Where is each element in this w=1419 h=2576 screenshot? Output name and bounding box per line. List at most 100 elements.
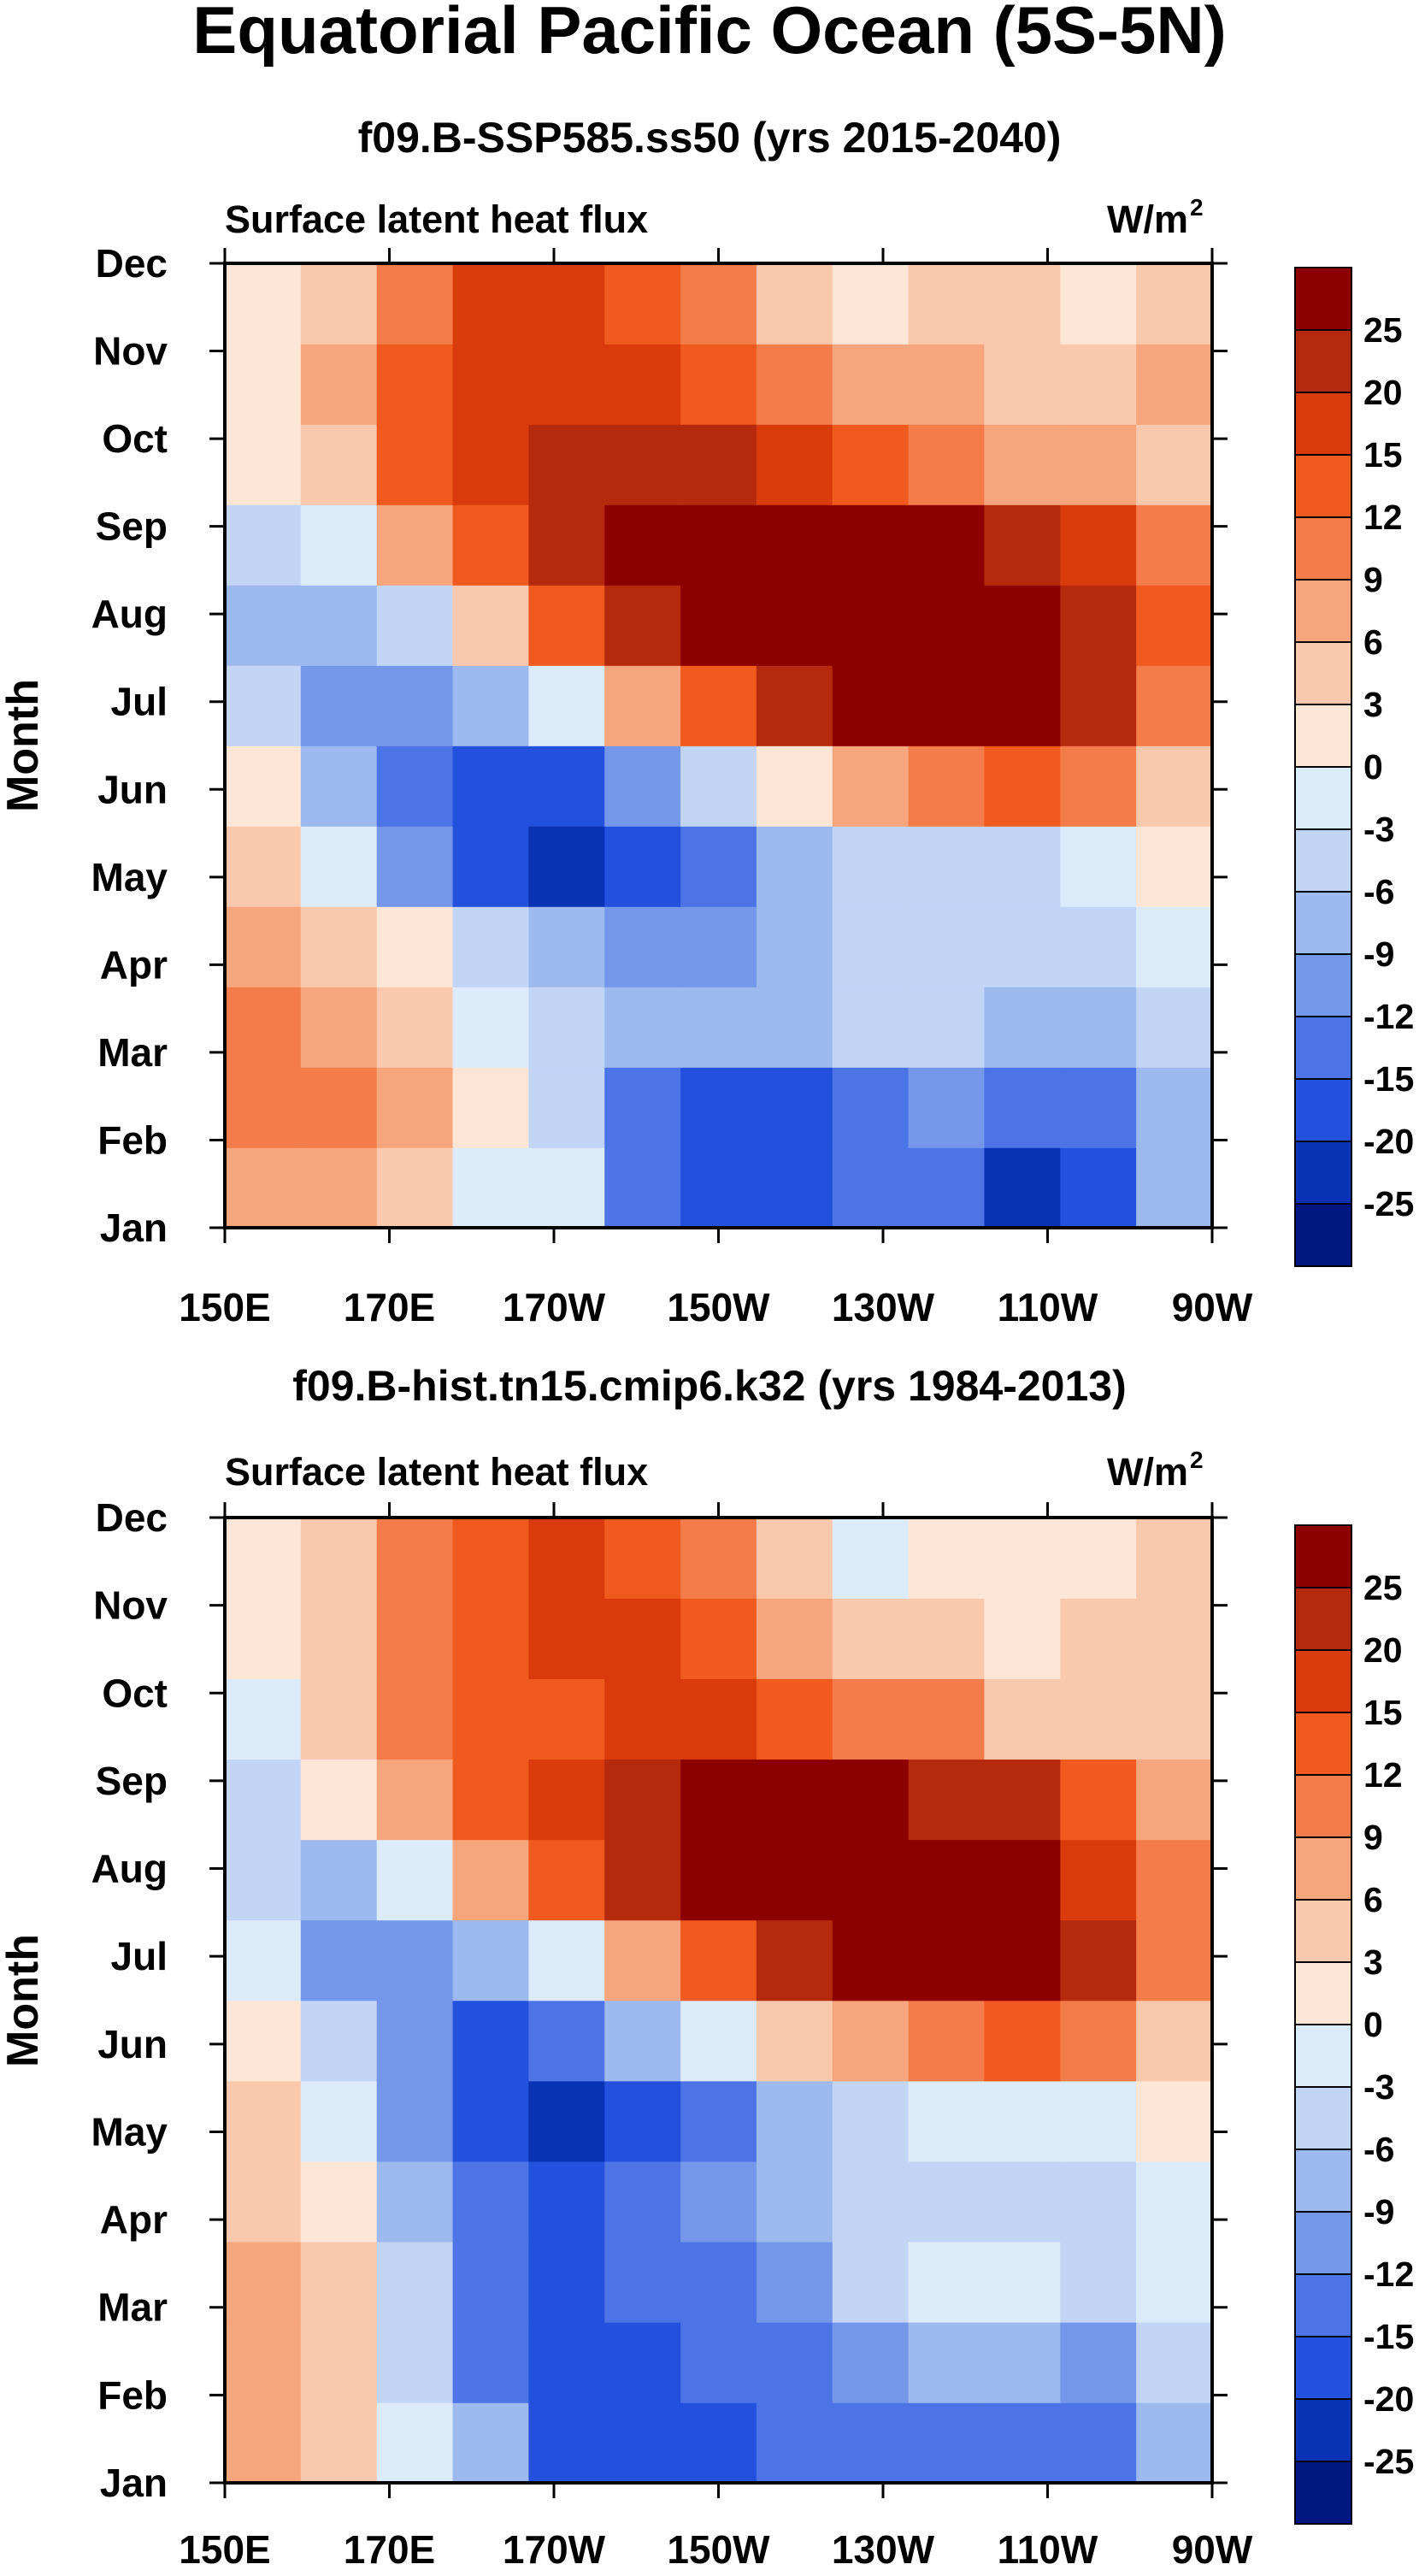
colorbar-label: -3 (1363, 2067, 1394, 2107)
heatmap-cell (528, 424, 606, 505)
heatmap-cell (376, 1518, 454, 1599)
heatmap-cell (604, 826, 681, 907)
heatmap-cell (756, 746, 833, 827)
heatmap-cell (376, 2080, 454, 2162)
colorbar-swatch (1294, 2336, 1352, 2400)
heatmap-cell (225, 746, 302, 827)
heatmap-cell (680, 826, 757, 907)
heatmap-cell (832, 1759, 910, 1841)
heatmap-cell (832, 1518, 910, 1599)
heatmap-cell (1136, 2000, 1213, 2082)
heatmap-cell (984, 585, 1062, 666)
heatmap-cell (1060, 2160, 1137, 2243)
heatmap-cell (1136, 1518, 1213, 1599)
heatmap-cell (680, 1839, 757, 1921)
heatmap-cell (832, 2080, 910, 2162)
heatmap-cell (300, 504, 378, 586)
heatmap-cell (452, 665, 530, 746)
y-tick-label: Dec (96, 241, 168, 286)
heatmap-cell (756, 1518, 833, 1599)
y-tick-label: Jan (100, 2461, 168, 2505)
heatmap-cell (908, 2000, 986, 2082)
y-tick-label: Apr (100, 2197, 168, 2242)
colorbar-swatch (1294, 1836, 1352, 1901)
heatmap-cell (908, 1678, 986, 1760)
heatmap-cell (1060, 665, 1137, 746)
heatmap-cell (452, 1919, 530, 2001)
heatmap-cell (680, 906, 757, 987)
colorbar-label: 20 (1363, 373, 1403, 412)
heatmap-cell (1060, 2080, 1137, 2162)
colorbar-swatch (1294, 2149, 1352, 2213)
x-tick-label: 170W (503, 1285, 606, 1329)
colorbar-label: -12 (1363, 2255, 1414, 2294)
heatmap-cell (452, 746, 530, 827)
heatmap-cell (984, 1759, 1062, 1841)
heatmap-cell (832, 1147, 910, 1229)
heatmap-cell (528, 1759, 606, 1841)
heatmap-cell (756, 2000, 833, 2082)
heatmap-cell (680, 1919, 757, 2001)
heatmap-cell (604, 504, 681, 586)
heatmap-cell (528, 263, 606, 345)
heatmap-cell (832, 987, 910, 1068)
heatmap-cell (225, 2321, 302, 2403)
heatmap-cell (604, 1147, 681, 1229)
heatmap-cell (604, 2241, 681, 2323)
panel-1-variable-label: Surface latent heat flux (225, 197, 648, 241)
colorbar-swatch (1294, 516, 1352, 581)
heatmap-cell (300, 1919, 378, 2001)
x-tick-label: 110W (998, 1285, 1098, 1329)
heatmap-cell (1136, 1067, 1213, 1148)
colorbar-label: -25 (1363, 1184, 1414, 1223)
heatmap-cell (1136, 1919, 1213, 2001)
heatmap-cell (1136, 2321, 1213, 2403)
heatmap-cell (984, 2321, 1062, 2403)
heatmap-cell (908, 2321, 986, 2403)
heatmap-cell (756, 826, 833, 907)
colorbar-swatch (1294, 953, 1352, 1017)
heatmap-cell (984, 665, 1062, 746)
heatmap-cell (300, 424, 378, 505)
heatmap-cell (225, 1759, 302, 1841)
heatmap-cell (604, 2402, 681, 2484)
heatmap-cell (300, 1839, 378, 1921)
heatmap-cell (604, 263, 681, 345)
colorbar-label: -9 (1363, 2192, 1394, 2231)
colorbar-label: 6 (1363, 622, 1383, 662)
heatmap-cell (528, 1147, 606, 1229)
heatmap-cell (756, 585, 833, 666)
y-tick-label: Feb (97, 1117, 168, 1162)
heatmap-cell (908, 424, 986, 505)
heatmap-cell (225, 665, 302, 746)
heatmap-cell (756, 2321, 833, 2403)
heatmap-cell (528, 2402, 606, 2484)
y-tick-label: Mar (97, 2285, 168, 2330)
y-tick-label: Jul (111, 1934, 168, 1978)
y-tick-label: Feb (97, 2373, 168, 2417)
heatmap-cell (225, 263, 302, 345)
heatmap-cell (376, 1839, 454, 1921)
colorbar-label: 0 (1363, 2005, 1383, 2044)
colorbar-swatch (1294, 704, 1352, 768)
heatmap-cell (300, 1759, 378, 1841)
heatmap-cell (984, 987, 1062, 1068)
colorbar-label: -6 (1363, 2130, 1394, 2169)
colorbar-label: 0 (1363, 747, 1383, 787)
heatmap-cell (1136, 1598, 1213, 1679)
heatmap-cell (225, 2241, 302, 2323)
heatmap-cell (680, 2321, 757, 2403)
heatmap-cell (225, 1518, 302, 1599)
heatmap-cell (1136, 746, 1213, 827)
colorbar-label: 15 (1363, 1693, 1403, 1732)
heatmap-cell (832, 1919, 910, 2001)
x-tick-label: 90W (1172, 2527, 1253, 2572)
heatmap-cell (452, 1518, 530, 1599)
heatmap-cell (376, 504, 454, 586)
colorbar-swatch (1294, 1587, 1352, 1651)
heatmap-cell (984, 504, 1062, 586)
panel-1-heatmap (225, 263, 1213, 1229)
heatmap-cell (832, 1839, 910, 1921)
colorbar-swatch (1294, 1774, 1352, 1838)
heatmap-cell (452, 2160, 530, 2243)
